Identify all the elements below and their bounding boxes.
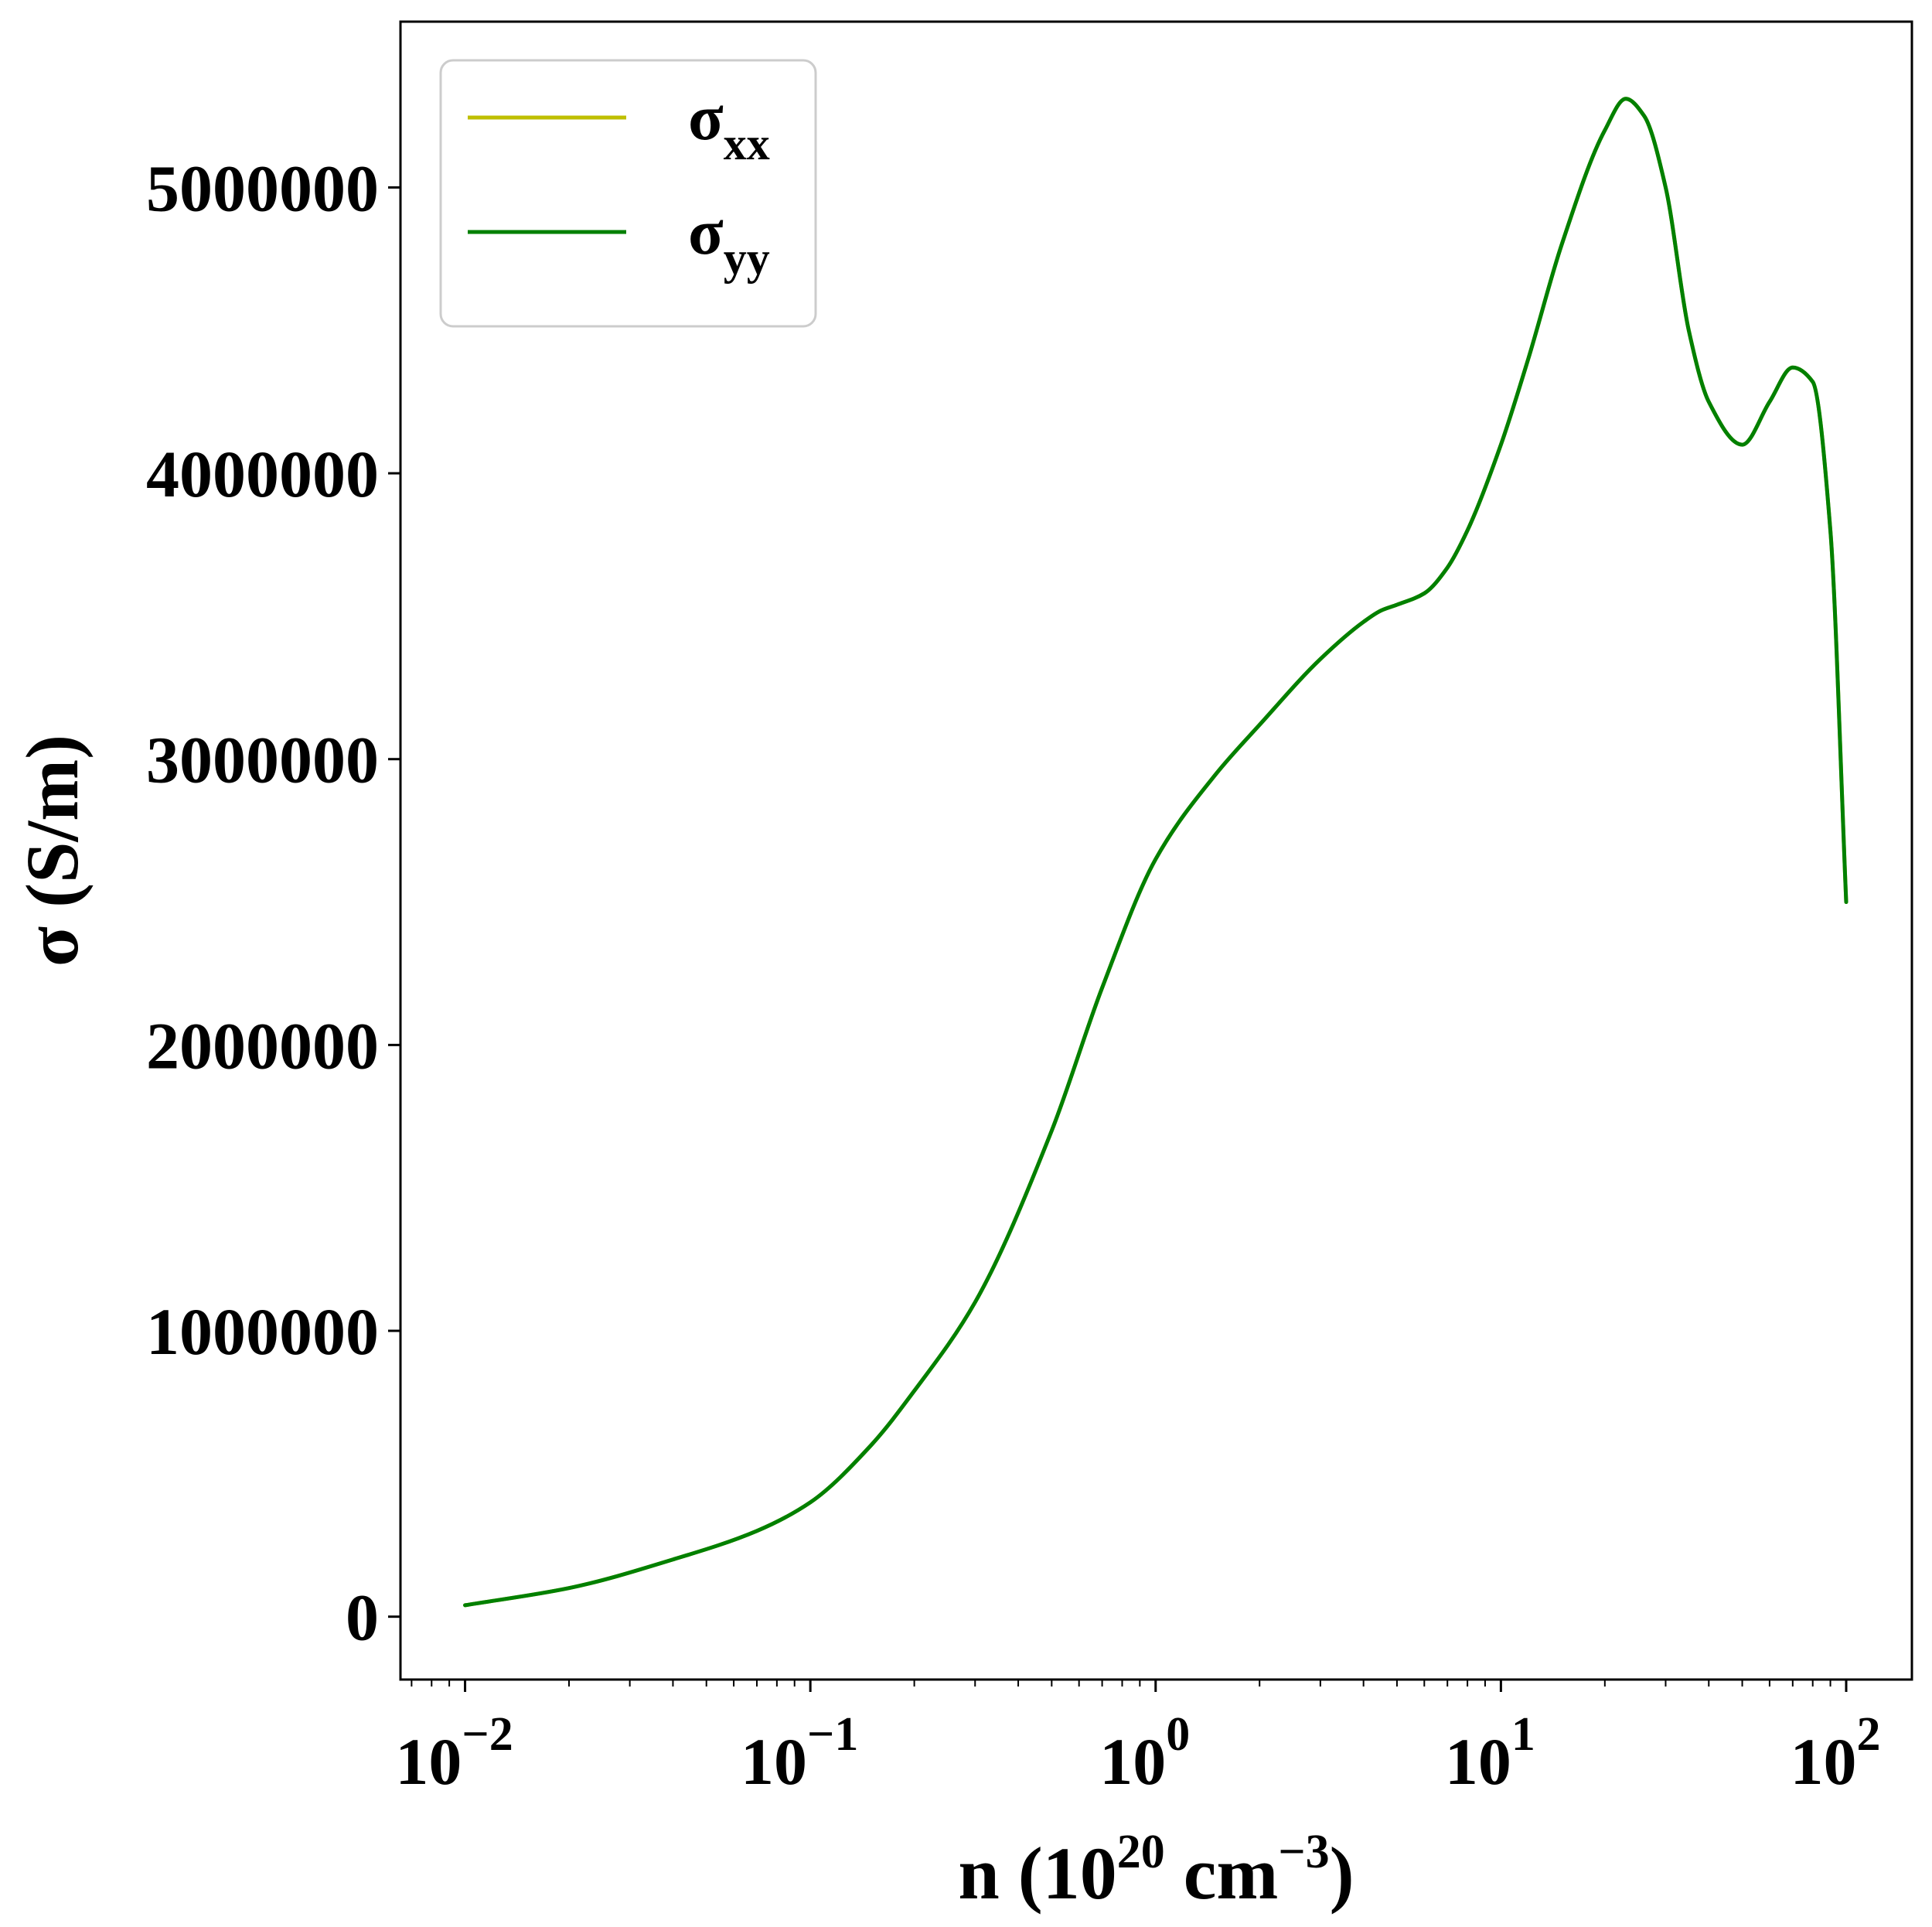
- x-tick-label: 100: [1099, 1708, 1190, 1799]
- x-tick-base: 10: [741, 1724, 807, 1799]
- y-tick-label: 2000000: [146, 1008, 379, 1083]
- x-tick-exp: 1: [1511, 1708, 1535, 1761]
- x-tick-exp: 2: [1856, 1708, 1880, 1761]
- x-tick-label: 10−1: [741, 1708, 858, 1799]
- y-tick-label: 0: [346, 1581, 379, 1655]
- x-tick-base: 10: [1790, 1724, 1856, 1799]
- x-axis-ticks: 10−2 10−1 100 101 102: [395, 1680, 1880, 1799]
- x-tick-label: 102: [1790, 1708, 1880, 1799]
- legend-frame: [439, 59, 817, 328]
- legend: σxx σyy: [439, 59, 817, 328]
- x-tick-label: 10−2: [395, 1708, 513, 1799]
- x-tick-exp: 0: [1166, 1708, 1190, 1761]
- x-tick-base: 10: [1099, 1724, 1166, 1799]
- series-line-yy: [463, 97, 1849, 1608]
- x-tick-base: 10: [395, 1724, 462, 1799]
- x-axis-label-main: n (10: [958, 1832, 1116, 1915]
- x-axis-label-end: ): [1330, 1832, 1354, 1915]
- legend-entry-xx: σxx: [688, 82, 770, 169]
- x-tick-label: 101: [1445, 1708, 1535, 1799]
- x-tick-exp: −2: [462, 1708, 513, 1761]
- series-layer: [463, 97, 1849, 1608]
- x-tick-base: 10: [1445, 1724, 1511, 1799]
- y-tick-label: 4000000: [146, 437, 379, 511]
- x-axis-label: n (1020 cm−3): [958, 1826, 1354, 1915]
- y-axis-ticks: 0 1000000 2000000 3000000 4000000 5000000: [146, 151, 400, 1655]
- y-tick-label: 5000000: [146, 151, 379, 225]
- y-axis-label: σ (S/m): [11, 735, 94, 967]
- x-axis-label-mid: cm: [1165, 1832, 1279, 1915]
- x-axis-label-sup1: 20: [1117, 1826, 1165, 1878]
- y-tick-label: 3000000: [146, 723, 379, 797]
- x-tick-exp: −1: [807, 1708, 858, 1761]
- x-axis-label-sup2: −3: [1278, 1826, 1329, 1878]
- y-tick-label: 1000000: [146, 1294, 379, 1369]
- legend-entry-yy: σyy: [688, 196, 770, 284]
